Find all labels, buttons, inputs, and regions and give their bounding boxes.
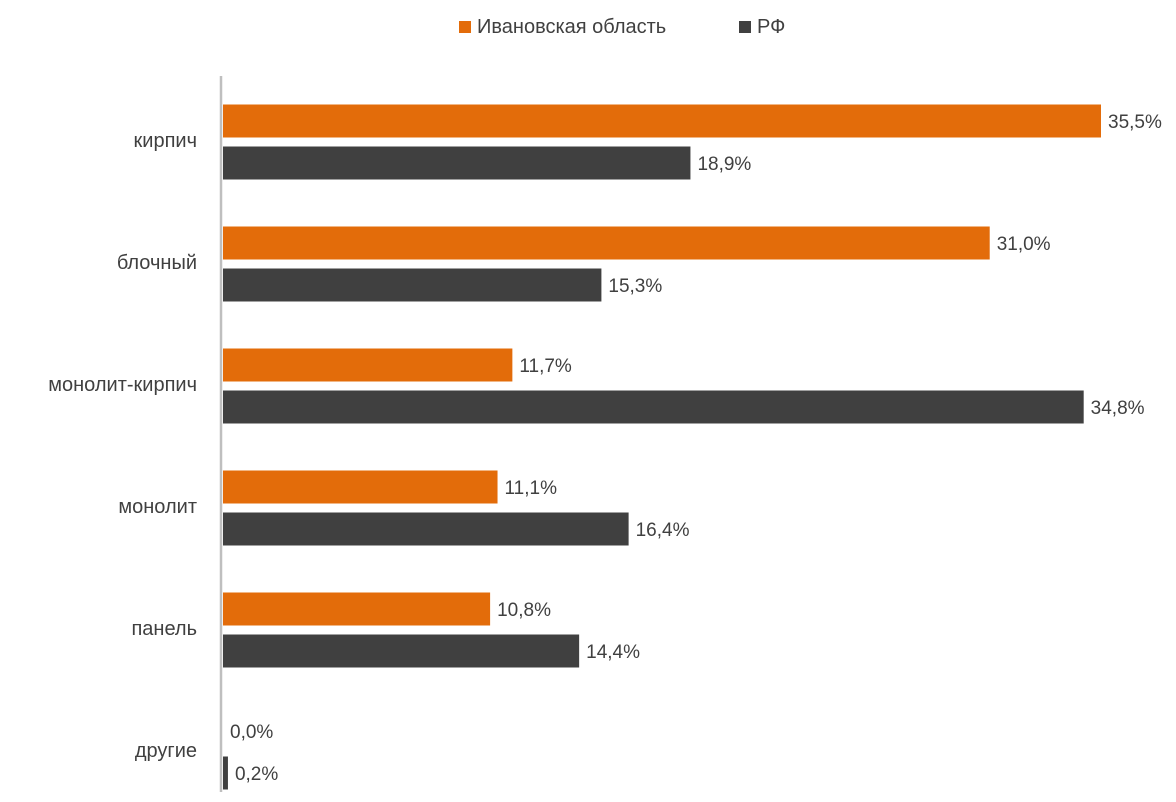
bar-rf-кирпич: [223, 146, 691, 180]
category-label-панель: панель: [131, 618, 197, 640]
value-label-rf-блочный: 15,3%: [608, 276, 662, 297]
value-label-ivanovo-кирпич: 35,5%: [1108, 112, 1162, 133]
value-labels: 35,5% 18,9% 31,0% 15,3% 11,7% 34,8% 11,1% 16,4%…: [230, 112, 1162, 785]
bar-ivanovo-монолит-кирпич: [223, 348, 513, 382]
legend-swatch-rf: [739, 21, 751, 33]
category-label-другие: другие: [135, 740, 197, 762]
category-label-монолит: монолит: [118, 496, 197, 518]
bar-rf-блочный: [223, 268, 602, 302]
legend: Ивановская область РФ: [459, 16, 785, 38]
bar-rf-панель: [223, 634, 580, 668]
value-label-rf-монолит: 16,4%: [636, 520, 690, 541]
value-label-rf-монолит-кирпич: 34,8%: [1091, 398, 1145, 419]
value-label-ivanovo-монолит: 11,1%: [505, 478, 558, 499]
bar-ivanovo-монолит: [223, 470, 498, 504]
value-label-rf-панель: 14,4%: [586, 642, 640, 663]
bar-ivanovo-блочный: [223, 226, 990, 260]
bar-rf-монолит: [223, 512, 629, 546]
bars: [223, 104, 1101, 790]
category-label-монолит-кирпич: монолит-кирпич: [48, 374, 197, 396]
legend-label-rf: РФ: [757, 16, 785, 38]
value-label-rf-другие: 0,2%: [235, 764, 278, 785]
legend-label-ivanovo: Ивановская область: [477, 16, 666, 38]
category-label-блочный: блочный: [117, 252, 197, 274]
value-label-rf-кирпич: 18,9%: [697, 154, 751, 175]
value-label-ivanovo-блочный: 31,0%: [997, 234, 1051, 255]
bar-ivanovo-кирпич: [223, 104, 1101, 138]
bar-rf-другие: [223, 756, 228, 790]
value-label-ivanovo-другие: 0,0%: [230, 722, 273, 743]
category-label-кирпич: кирпич: [134, 130, 197, 152]
bar-ivanovo-панель: [223, 592, 491, 626]
bar-rf-монолит-кирпич: [223, 390, 1084, 424]
value-label-ivanovo-монолит-кирпич: 11,7%: [519, 356, 572, 377]
legend-swatch-ivanovo: [459, 21, 471, 33]
value-label-ivanovo-панель: 10,8%: [497, 600, 551, 621]
category-labels: кирпич блочный монолит-кирпич монолит панель…: [48, 130, 197, 762]
